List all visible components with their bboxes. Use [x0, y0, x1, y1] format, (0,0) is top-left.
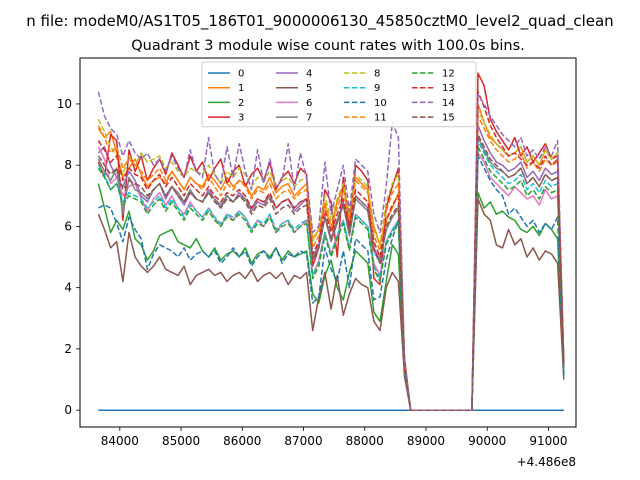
series-line-13 [97, 90, 565, 411]
legend-label-3: 3 [238, 113, 244, 124]
legend-label-4: 4 [306, 69, 312, 80]
axes-frame [79, 57, 577, 428]
legend-label-9: 9 [374, 83, 380, 94]
y-tick-label: 6 [64, 219, 72, 233]
x-tick-label: 90000 [468, 434, 506, 448]
series-line-1 [97, 103, 565, 411]
legend-label-15: 15 [442, 113, 455, 124]
x-tick-label: 85000 [162, 434, 200, 448]
series-layer [97, 72, 565, 411]
plot-area: 84000 85000 86000 87000 88000 89000 90000 91000… [57, 57, 577, 469]
series-line-15 [97, 133, 565, 411]
y-axis: 0 2 4 6 8 10 [57, 97, 80, 417]
series-line-11 [97, 115, 565, 411]
legend-label-12: 12 [442, 69, 455, 80]
x-axis: 84000 85000 86000 87000 88000 89000 90000 91000 [101, 427, 568, 448]
series-line-5 [97, 198, 565, 411]
series-line-10 [98, 155, 565, 411]
legend-label-0: 0 [238, 69, 244, 80]
x-offset-label: +4.486e8 [517, 455, 576, 469]
x-tick-label: 91000 [529, 434, 567, 448]
x-tick-label: 89000 [407, 434, 445, 448]
x-tick-label: 84000 [101, 434, 139, 448]
x-tick-label: 86000 [223, 434, 261, 448]
y-tick-label: 0 [64, 403, 72, 417]
legend-label-6: 6 [306, 98, 312, 109]
series-line-7 [97, 136, 565, 411]
figure-suptitle: n file: modeM0/AS1T05_186T01_9000006130_… [26, 12, 613, 31]
y-tick-label: 2 [64, 342, 72, 356]
y-tick-label: 4 [64, 281, 72, 295]
legend-label-1: 1 [238, 83, 244, 94]
series-line-3 [97, 72, 565, 411]
legend-label-14: 14 [442, 98, 455, 109]
x-tick-label: 87000 [284, 434, 322, 448]
legend-label-7: 7 [306, 113, 312, 124]
y-tick-label: 10 [57, 97, 72, 111]
legend-label-5: 5 [306, 83, 312, 94]
series-line-8 [97, 109, 565, 411]
legend-label-2: 2 [238, 98, 244, 109]
series-line-14 [97, 91, 565, 411]
legend-label-10: 10 [374, 98, 387, 109]
legend-label-11: 11 [374, 113, 387, 124]
series-line-2 [97, 183, 565, 411]
series-line-9 [97, 139, 565, 411]
chart-title: Quadrant 3 module wise count rates with … [131, 38, 525, 54]
legend-label-13: 13 [442, 83, 455, 94]
x-tick-label: 88000 [346, 434, 384, 448]
legend-frame [201, 61, 477, 128]
y-tick-label: 8 [64, 158, 72, 172]
legend-label-8: 8 [374, 69, 380, 80]
series-line-12 [97, 146, 565, 411]
